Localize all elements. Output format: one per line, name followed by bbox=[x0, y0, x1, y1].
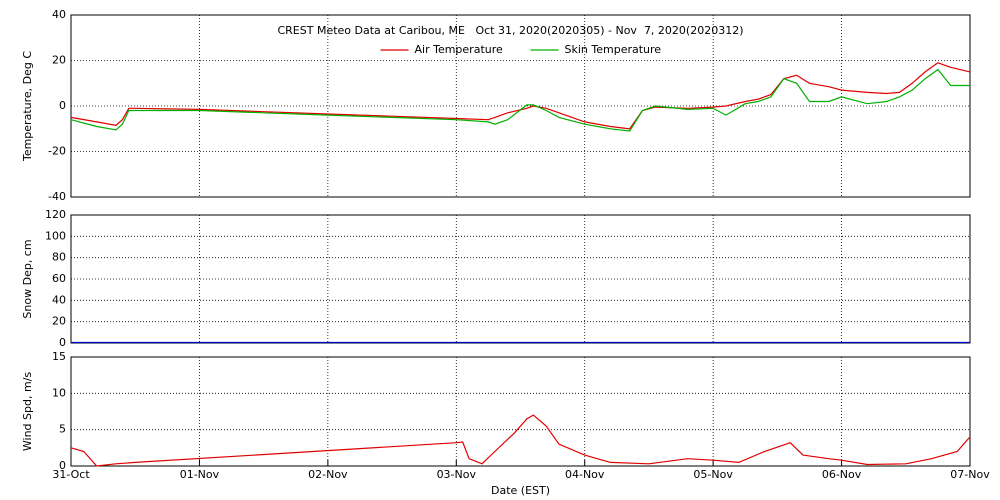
y-tick-label: -20 bbox=[48, 145, 66, 158]
y-tick-label: 40 bbox=[52, 8, 66, 21]
y-tick-label: 40 bbox=[52, 293, 66, 306]
x-tick-label: 04-Nov bbox=[565, 468, 605, 481]
plot-frame bbox=[70, 214, 971, 344]
y-axis-label: Wind Spd, m/s bbox=[21, 372, 34, 452]
data-line bbox=[70, 68, 970, 132]
x-tick-label: 06-Nov bbox=[822, 468, 862, 481]
y-axis-label: Temperature, Deg C bbox=[21, 51, 34, 162]
data-line bbox=[70, 414, 971, 467]
y-tick-label: 0 bbox=[59, 99, 66, 112]
y-tick-label: 100 bbox=[45, 229, 66, 242]
y-tick-label: 20 bbox=[52, 315, 66, 328]
plot-frame bbox=[70, 356, 971, 467]
y-tick-label: 10 bbox=[52, 386, 66, 399]
legend-label: Skin Temperature bbox=[565, 43, 662, 56]
x-axis-label: Date (EST) bbox=[491, 484, 550, 497]
y-tick-label: 0 bbox=[59, 459, 66, 472]
y-tick-label: 80 bbox=[52, 251, 66, 264]
chart-title: CREST Meteo Data at Caribou, ME Oct 31, … bbox=[277, 24, 743, 37]
plot-frame bbox=[70, 14, 971, 198]
y-tick-label: 120 bbox=[45, 208, 66, 221]
x-tick-label: 05-Nov bbox=[693, 468, 733, 481]
x-tick-label: 02-Nov bbox=[308, 468, 348, 481]
x-tick-label: 07-Nov bbox=[950, 468, 990, 481]
y-tick-label: 20 bbox=[52, 54, 66, 67]
y-tick-label: -40 bbox=[48, 190, 66, 203]
y-tick-label: 5 bbox=[59, 423, 66, 436]
data-line bbox=[70, 62, 971, 130]
x-tick-label: 01-Nov bbox=[180, 468, 220, 481]
legend-label: Air Temperature bbox=[415, 43, 504, 56]
y-tick-label: 15 bbox=[52, 350, 66, 363]
y-tick-label: 60 bbox=[52, 272, 66, 285]
x-tick-label: 03-Nov bbox=[437, 468, 477, 481]
y-tick-label: 0 bbox=[59, 336, 66, 349]
y-axis-label: Snow Dep, cm bbox=[21, 239, 34, 318]
x-tick-label: 31-Oct bbox=[52, 468, 90, 481]
